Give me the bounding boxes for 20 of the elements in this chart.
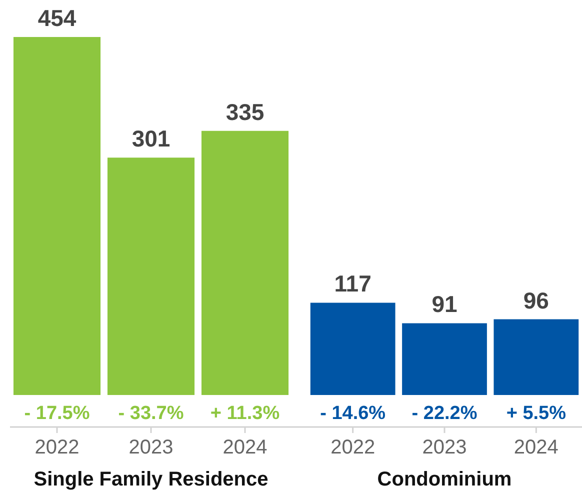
x-tick-label: 2024 bbox=[222, 436, 268, 459]
x-tick-label: 2022 bbox=[330, 436, 376, 459]
data-label: 91 bbox=[432, 291, 458, 318]
text: - 22.2% bbox=[412, 403, 478, 424]
text: - 14.6% bbox=[320, 403, 386, 424]
x-axis-title: Condominium bbox=[377, 468, 512, 491]
data-label: 301 bbox=[132, 126, 170, 152]
text: + 11.3% bbox=[210, 403, 280, 424]
data-label: 454 bbox=[38, 5, 76, 31]
text: - 17.5% bbox=[24, 403, 90, 424]
text: + 5.5% bbox=[506, 403, 566, 424]
x-tick-label: 2022 bbox=[34, 436, 80, 459]
text: - 33.7% bbox=[118, 403, 184, 424]
data-label: 117 bbox=[334, 270, 372, 297]
x-axis-title: Single Family Residence bbox=[34, 468, 268, 491]
x-tick-label: 2023 bbox=[422, 436, 467, 459]
x-tick-label: 2023 bbox=[128, 436, 174, 459]
x-tick-label: 2024 bbox=[514, 436, 558, 459]
data-label: 96 bbox=[523, 287, 549, 314]
data-label: 335 bbox=[226, 98, 264, 125]
